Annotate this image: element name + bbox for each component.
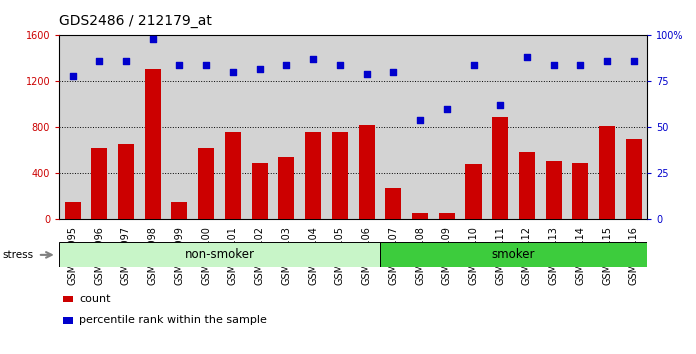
Point xyxy=(280,62,292,68)
Point xyxy=(575,62,586,68)
Bar xyxy=(118,143,134,219)
Text: percentile rank within the sample: percentile rank within the sample xyxy=(79,315,267,325)
Point xyxy=(548,62,560,68)
Bar xyxy=(358,125,374,219)
Bar xyxy=(145,69,161,219)
Point xyxy=(628,58,640,64)
Point xyxy=(521,55,532,60)
Bar xyxy=(599,126,615,219)
Bar xyxy=(65,202,81,219)
Bar xyxy=(466,164,482,219)
Point xyxy=(468,62,479,68)
Bar xyxy=(572,163,589,219)
Bar xyxy=(225,132,241,219)
Point xyxy=(67,73,78,79)
Point xyxy=(441,106,452,112)
Bar xyxy=(252,163,268,219)
Point xyxy=(200,62,212,68)
Bar xyxy=(519,152,535,219)
Text: non-smoker: non-smoker xyxy=(184,249,255,261)
Bar xyxy=(278,157,294,219)
Bar xyxy=(412,212,428,219)
Bar xyxy=(332,132,348,219)
Point xyxy=(361,71,372,77)
Bar xyxy=(380,242,647,267)
Bar xyxy=(626,139,642,219)
Text: count: count xyxy=(79,294,111,304)
Bar xyxy=(198,148,214,219)
Point xyxy=(228,69,239,75)
Bar xyxy=(91,148,107,219)
Bar xyxy=(546,161,562,219)
Point xyxy=(415,117,426,123)
Point xyxy=(308,57,319,62)
Bar xyxy=(59,242,380,267)
Point xyxy=(334,62,345,68)
Point xyxy=(120,58,132,64)
Point xyxy=(495,103,506,108)
Point xyxy=(388,69,399,75)
Text: smoker: smoker xyxy=(492,249,535,261)
Bar xyxy=(171,202,187,219)
Bar xyxy=(438,212,454,219)
Point xyxy=(147,36,158,42)
Bar xyxy=(492,117,508,219)
Point xyxy=(254,66,265,72)
Point xyxy=(174,62,185,68)
Text: stress: stress xyxy=(2,250,33,260)
Point xyxy=(601,58,612,64)
Point xyxy=(94,58,105,64)
Bar xyxy=(305,132,321,219)
Text: GDS2486 / 212179_at: GDS2486 / 212179_at xyxy=(59,14,212,28)
Bar xyxy=(386,188,402,219)
